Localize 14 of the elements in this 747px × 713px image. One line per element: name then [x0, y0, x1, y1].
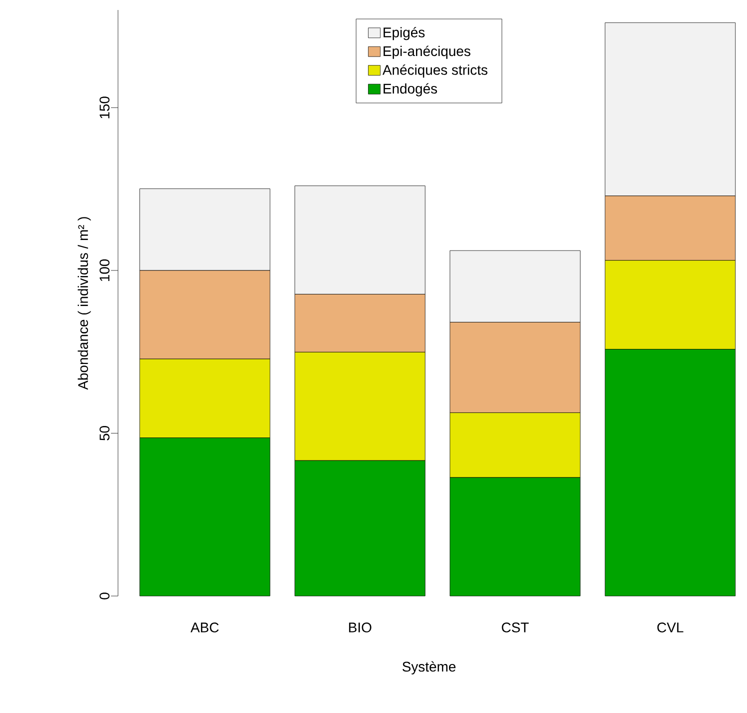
legend-label: Epigés [384, 26, 425, 40]
y-axis-title: Abondance ( individus / m² ) [78, 217, 91, 390]
legend-label: Anéciques stricts [382, 64, 488, 78]
y-tick-label: 0 [100, 592, 110, 600]
x-tick-label: CST [502, 622, 529, 632]
y-tick-label: 150 [100, 96, 110, 118]
x-tick-label: ABC [190, 622, 219, 632]
y-tick-label: 50 [100, 426, 110, 440]
y-tick-label: 100 [100, 259, 110, 282]
x-tick-label: BIO [349, 622, 372, 632]
legend-label: Endogés [384, 83, 438, 96]
x-axis-title: Système [402, 661, 456, 674]
x-tick-label: CVL [657, 622, 684, 632]
legend-label: Epi-anéciques [384, 46, 470, 59]
